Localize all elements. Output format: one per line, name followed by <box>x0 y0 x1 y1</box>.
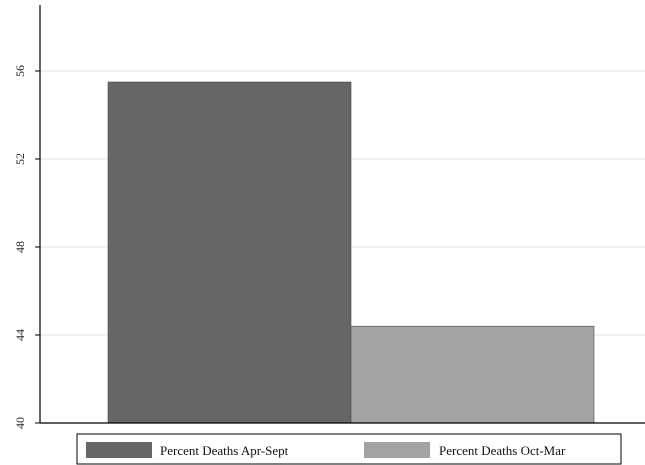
legend-label-apr-sept: Percent Deaths Apr-Sept <box>160 443 289 458</box>
y-tick-label: 56 <box>13 65 27 77</box>
bar-oct-mar <box>350 325 595 424</box>
legend-box <box>76 433 622 465</box>
bars <box>107 81 595 424</box>
y-tick-label: 48 <box>13 241 27 253</box>
y-tick-label: 44 <box>13 329 27 341</box>
legend-swatch-apr-sept <box>86 442 152 458</box>
legend-label-oct-mar: Percent Deaths Oct-Mar <box>439 443 566 458</box>
y-tick-label: 40 <box>13 417 27 429</box>
bar-apr-sept <box>107 81 352 424</box>
y-axis-ticks: 40 44 48 52 56 <box>13 65 40 429</box>
legend-swatch-oct-mar <box>364 442 430 458</box>
y-tick-label: 52 <box>13 153 27 165</box>
legend: Percent Deaths Apr-Sept Percent Deaths O… <box>76 433 622 465</box>
